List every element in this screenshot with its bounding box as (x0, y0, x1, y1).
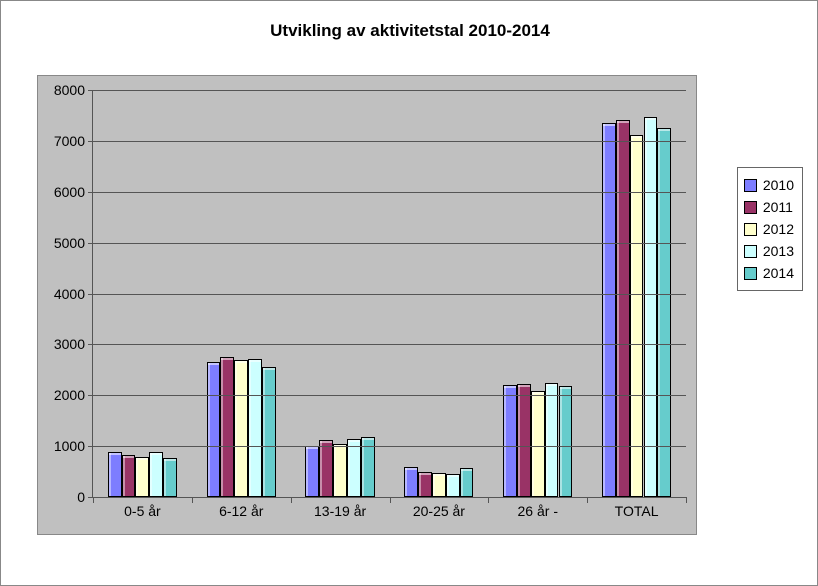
gridline (93, 395, 686, 396)
y-axis-label: 7000 (54, 133, 93, 149)
y-axis-label: 8000 (54, 82, 93, 98)
bar (319, 440, 333, 497)
y-axis-label: 5000 (54, 235, 93, 251)
x-axis-label: TOTAL (615, 497, 659, 519)
bar (503, 385, 517, 497)
legend-label: 2012 (763, 221, 794, 237)
y-axis-label: 2000 (54, 387, 93, 403)
legend-swatch (744, 267, 757, 280)
x-tick (291, 497, 292, 503)
chart-title: Utvikling av aktivitetstal 2010-2014 (1, 21, 818, 41)
bar (234, 360, 248, 497)
bar (517, 384, 531, 497)
x-tick (488, 497, 489, 503)
bar (149, 452, 163, 497)
y-axis-label: 0 (77, 489, 93, 505)
legend: 2010 2011 2012 2013 2014 (737, 167, 803, 291)
x-axis-label: 0-5 år (124, 497, 161, 519)
y-axis-label: 4000 (54, 286, 93, 302)
bar (305, 446, 319, 497)
legend-item: 2012 (744, 218, 794, 240)
bar (432, 473, 446, 497)
gridline (93, 141, 686, 142)
chart-frame: Utvikling av aktivitetstal 2010-2014 0 10… (0, 0, 818, 586)
gridline (93, 446, 686, 447)
x-tick (93, 497, 94, 503)
legend-swatch (744, 223, 757, 236)
bar (108, 452, 122, 497)
legend-swatch (744, 179, 757, 192)
bar (630, 135, 644, 497)
legend-swatch (744, 245, 757, 258)
x-tick (390, 497, 391, 503)
gridline (93, 90, 686, 91)
bar (262, 367, 276, 497)
legend-label: 2013 (763, 243, 794, 259)
bar (657, 128, 671, 497)
bar (248, 359, 262, 497)
bar (220, 357, 234, 497)
x-axis-label: 20-25 år (413, 497, 465, 519)
gridline (93, 243, 686, 244)
y-axis-label: 3000 (54, 336, 93, 352)
y-axis-label: 1000 (54, 438, 93, 454)
legend-item: 2011 (744, 196, 794, 218)
legend-item: 2014 (744, 262, 794, 284)
bar (644, 117, 658, 497)
y-axis-label: 6000 (54, 184, 93, 200)
bar (333, 444, 347, 497)
bar (163, 458, 177, 497)
legend-item: 2013 (744, 240, 794, 262)
bar (616, 120, 630, 497)
bar (347, 439, 361, 498)
bar (207, 362, 221, 497)
bar (135, 457, 149, 497)
bar (460, 468, 474, 498)
legend-label: 2011 (763, 199, 793, 215)
x-tick (686, 497, 687, 503)
legend-swatch (744, 201, 757, 214)
legend-label: 2010 (763, 177, 794, 193)
bar (559, 386, 573, 497)
gridline (93, 192, 686, 193)
gridline (93, 344, 686, 345)
bar (446, 474, 460, 497)
legend-item: 2010 (744, 174, 794, 196)
bar (418, 472, 432, 497)
x-axis-label: 26 år - (518, 497, 558, 519)
x-tick (192, 497, 193, 503)
bar (404, 467, 418, 497)
x-axis-label: 6-12 år (219, 497, 263, 519)
x-axis-label: 13-19 år (314, 497, 366, 519)
bar (531, 391, 545, 497)
bar (545, 383, 559, 497)
legend-label: 2014 (763, 265, 794, 281)
plot-area: 0100020003000400050006000700080000-5 år6… (92, 90, 686, 498)
bar (602, 123, 616, 497)
plot-wrap: 0 1000 2000 3000 4000 5000 6000 7000 8000 0-5 år 6… (37, 75, 697, 535)
bar (122, 455, 136, 497)
gridline (93, 294, 686, 295)
x-tick (587, 497, 588, 503)
